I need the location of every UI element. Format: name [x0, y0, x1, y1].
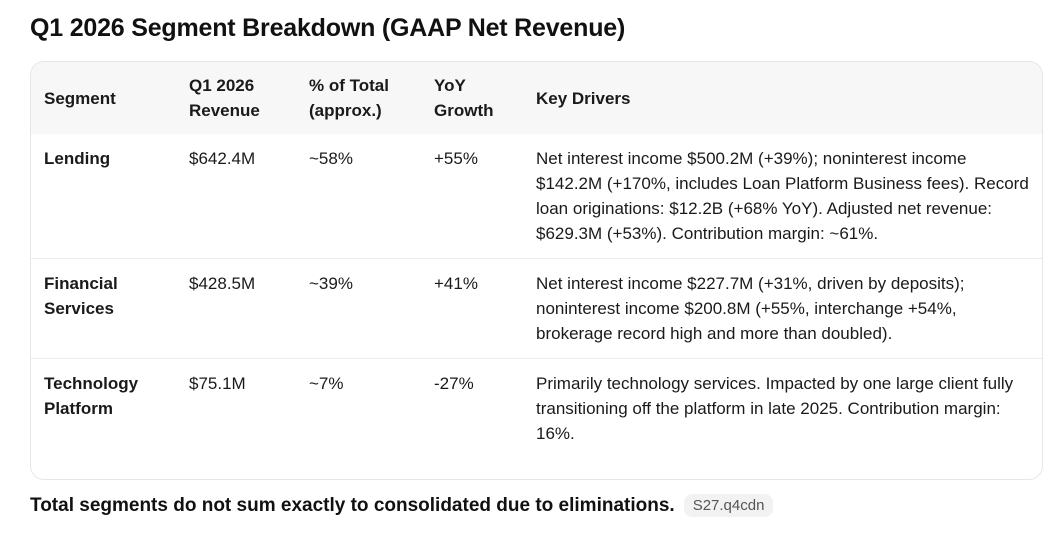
column-header-drivers: Key Drivers [536, 88, 631, 108]
share-cell: ~39% [309, 274, 353, 293]
share-cell: ~58% [309, 149, 353, 168]
table-row: Financial Services $428.5M ~39% +41% Net… [31, 258, 1042, 359]
segment-cell: Lending [44, 149, 111, 168]
column-header-revenue: Q1 2026 Revenue [189, 76, 260, 120]
share-cell: ~7% [309, 374, 344, 393]
segment-cell: Technology Platform [44, 374, 139, 418]
source-tag[interactable]: S27.q4cdn [683, 494, 774, 517]
revenue-cell: $428.5M [189, 274, 256, 293]
drivers-cell: Primarily technology services. Impacted … [536, 374, 1014, 443]
growth-cell: +41% [434, 274, 478, 293]
segment-table-card: Segment Q1 2026 Revenue % of Total (appr… [30, 61, 1043, 480]
table-row: Lending $642.4M ~58% +55% Net interest i… [31, 134, 1042, 259]
drivers-cell: Net interest income $500.2M (+39%); noni… [536, 149, 1029, 243]
page-title: Q1 2026 Segment Breakdown (GAAP Net Reve… [30, 14, 626, 42]
table-header: Segment Q1 2026 Revenue % of Total (appr… [31, 62, 1042, 134]
footer: Total segments do not sum exactly to con… [30, 494, 774, 517]
column-header-segment: Segment [44, 88, 116, 108]
column-header-growth: YoY Growth [434, 76, 494, 120]
table-body: Lending $642.4M ~58% +55% Net interest i… [31, 134, 1042, 459]
table-header-row: Segment Q1 2026 Revenue % of Total (appr… [31, 62, 1042, 134]
column-header-share: % of Total (approx.) [309, 76, 389, 120]
revenue-cell: $642.4M [189, 149, 256, 168]
growth-cell: +55% [434, 149, 478, 168]
table-row: Technology Platform $75.1M ~7% -27% Prim… [31, 358, 1042, 459]
revenue-cell: $75.1M [189, 374, 246, 393]
drivers-cell: Net interest income $227.7M (+31%, drive… [536, 274, 965, 343]
segment-cell: Financial Services [44, 274, 118, 318]
growth-cell: -27% [434, 374, 474, 393]
footer-note: Total segments do not sum exactly to con… [30, 494, 675, 516]
segment-table: Segment Q1 2026 Revenue % of Total (appr… [31, 62, 1042, 459]
